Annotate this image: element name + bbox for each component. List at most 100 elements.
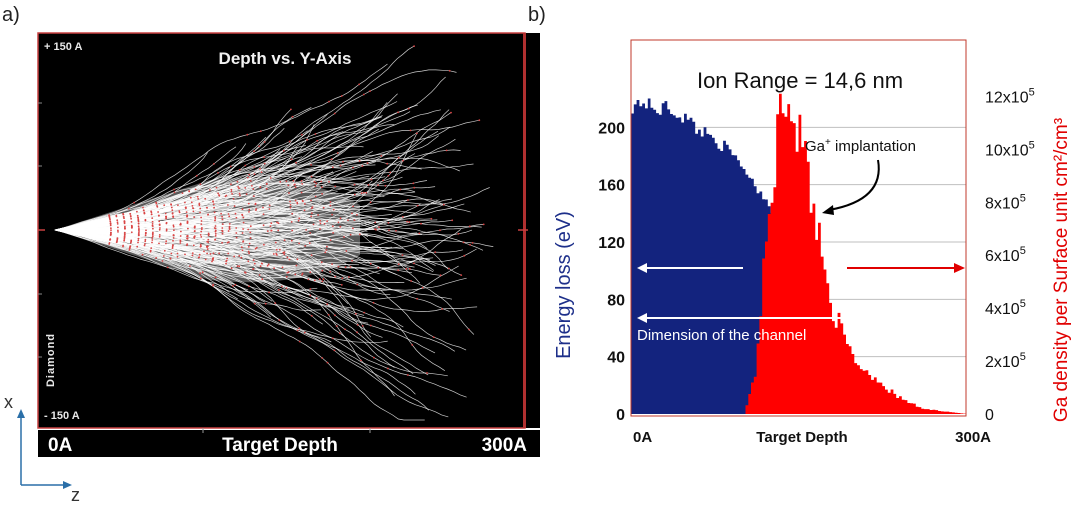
damage-point [123,221,126,224]
damage-point [313,180,316,183]
damage-point [214,217,217,220]
damage-point [317,214,319,216]
damage-point [356,331,358,334]
damage-point [369,262,372,265]
damage-point [288,140,291,143]
right-axis-ticks: 12x105 10x105 8x105 6x105 4x105 2x105 0 [985,86,1035,424]
damage-point [337,221,340,224]
damage-point [305,229,308,231]
damage-point [401,254,404,256]
damage-point [296,201,299,204]
damage-point [310,199,312,202]
damage-point [137,218,140,221]
damage-point [363,191,365,194]
damage-point [300,180,303,182]
damage-point [171,212,174,215]
ga-axis-arrowhead-icon [954,263,965,273]
damage-point [253,166,256,168]
damage-point [240,256,243,259]
damage-point [225,262,227,265]
damage-point [197,256,200,259]
damage-point [247,228,250,231]
damage-point [349,233,352,236]
damage-point [185,206,187,209]
damage-point [212,283,215,286]
damage-point [386,162,389,165]
damage-point [260,262,263,265]
damage-point [172,225,175,228]
damage-point [266,264,269,267]
damage-point [310,164,312,166]
damage-point [460,274,463,276]
damage-point [297,219,300,222]
panel-a-chart: Depth vs. Y-Axis + 150 A - 150 A Diamond… [4,32,540,505]
damage-point [218,252,221,255]
damage-point [387,174,390,177]
damage-point [277,229,280,232]
damage-point [262,206,264,209]
damage-point [203,250,205,253]
damage-point [247,246,250,248]
damage-point [138,227,140,230]
damage-point [253,262,256,265]
damage-point [373,356,375,359]
damage-point [173,191,176,194]
damage-point [221,232,224,235]
damage-point [236,180,239,183]
damage-point [413,186,416,189]
damage-point [241,232,244,234]
damage-point [370,178,373,181]
damage-point [309,232,312,234]
damage-point [332,208,335,211]
damage-point [186,215,189,217]
damage-point [344,328,346,331]
damage-point [331,337,334,340]
damage-point [206,248,209,251]
damage-point [109,238,112,241]
damage-point [360,192,363,195]
damage-point [230,188,233,191]
damage-point [281,285,283,288]
damage-point [309,271,312,274]
damage-point [416,204,419,207]
damage-point [315,182,318,185]
damage-point [288,192,290,194]
damage-point [352,227,354,230]
damage-point [462,241,465,244]
damage-point [285,275,288,278]
damage-point [124,227,126,230]
x-axis-end-label: 300A [482,435,528,456]
damage-point [303,209,306,212]
ion-trajectory [54,202,263,231]
damage-point [195,174,198,177]
damage-point [235,232,238,234]
damage-point [307,278,310,281]
damage-point [178,210,181,212]
damage-point [209,253,212,255]
damage-point [161,260,164,262]
damage-point [310,175,313,178]
ion-trajectory [54,210,450,312]
damage-point [150,213,153,216]
damage-point [290,158,293,161]
right-axis-title: Ga density per Surface unit cm²/cm³ [1051,118,1072,422]
damage-point [238,255,241,257]
damage-point [286,256,289,259]
damage-point [207,233,210,236]
damage-point [181,192,184,195]
damage-point [234,212,237,215]
damage-point [138,229,140,232]
damage-point [292,179,295,182]
damage-point [347,219,349,222]
ion-trajectory [54,229,365,316]
damage-point [301,199,304,202]
damage-point [225,194,228,197]
damage-point [145,229,147,232]
damage-point [171,247,174,250]
damage-point [137,234,140,236]
damage-point [206,246,209,249]
damage-point [308,242,311,245]
damage-point [334,275,337,278]
damage-point [158,234,161,236]
damage-point [173,229,175,232]
